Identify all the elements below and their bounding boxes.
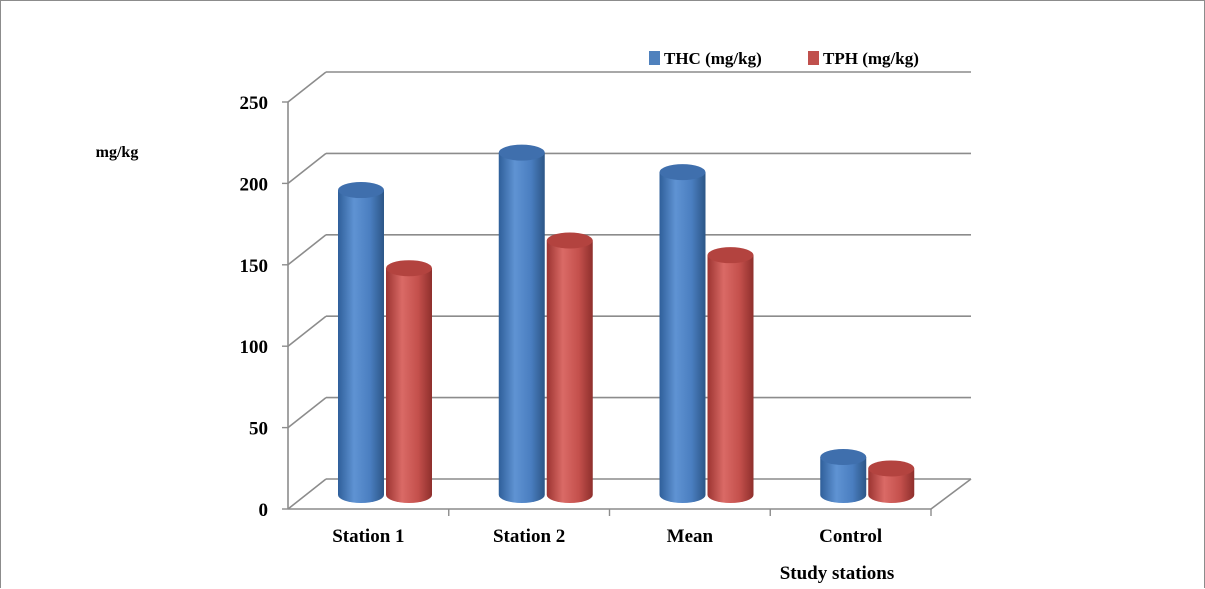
floor-right-edge xyxy=(930,478,972,510)
legend: THC (mg/kg) TPH (mg/kg) xyxy=(649,49,919,68)
bar-thc-1 xyxy=(498,144,545,503)
y-tick-label: 50 xyxy=(249,419,268,440)
gridlines xyxy=(287,71,971,510)
bar-body xyxy=(338,190,384,503)
legend-swatch-thc xyxy=(649,51,660,65)
gridline-depth-150 xyxy=(287,234,327,266)
bar-top xyxy=(820,449,867,466)
x-tick-label: Mean xyxy=(667,526,714,547)
gridline-depth-200 xyxy=(287,152,327,185)
bar-tph-3 xyxy=(868,460,915,503)
gridline-depth-50 xyxy=(287,396,327,429)
y-tick-label: 150 xyxy=(240,256,269,277)
bar-body xyxy=(868,468,915,503)
bar-body xyxy=(707,255,754,503)
y-tick-label: 0 xyxy=(259,500,269,521)
bar-thc-3 xyxy=(820,449,867,503)
bar-tph-1 xyxy=(546,232,593,503)
gridline-depth-100 xyxy=(287,315,327,347)
bar-body xyxy=(546,240,593,503)
bar-top xyxy=(659,164,706,181)
bar-body xyxy=(498,152,545,503)
bar-top xyxy=(707,247,754,264)
y-axis-title: mg/kg xyxy=(96,144,139,161)
x-tick-label: Station 1 xyxy=(332,526,404,547)
legend-label-tph: TPH (mg/kg) xyxy=(823,49,919,68)
x-tick-labels: Station 1 Station 2 Mean Control xyxy=(332,526,882,547)
y-tick-label: 100 xyxy=(240,337,269,358)
bar-tph-2 xyxy=(707,247,754,503)
axes xyxy=(282,101,972,516)
bar-body xyxy=(659,172,706,504)
bar-top xyxy=(498,144,545,161)
x-tick-label: Station 2 xyxy=(493,526,565,547)
bar-top xyxy=(546,232,593,249)
bar-thc-2 xyxy=(659,164,706,504)
bar-body xyxy=(386,268,432,503)
bar-top xyxy=(868,460,915,477)
bar-top xyxy=(386,260,432,277)
x-axis-title: Study stations xyxy=(780,563,895,584)
x-tick-label: Control xyxy=(819,526,882,547)
y-tick-label: 250 xyxy=(240,93,269,114)
gridline-depth-250 xyxy=(287,71,327,103)
y-tick-labels: 0 50 100 150 200 250 xyxy=(240,93,269,521)
bar-tph-0 xyxy=(386,260,432,503)
bar-top xyxy=(338,182,384,199)
bar-thc-0 xyxy=(338,182,384,503)
gridline-depth-0 xyxy=(287,478,327,510)
legend-swatch-tph xyxy=(808,51,819,65)
y-tick-label: 200 xyxy=(240,174,269,195)
legend-label-thc: THC (mg/kg) xyxy=(664,49,762,68)
bar-body xyxy=(820,457,867,503)
bars xyxy=(338,144,915,504)
